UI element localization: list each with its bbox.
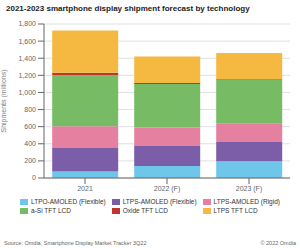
- html-text:LTPS TFT LCD: LTPS TFT LCD: [213, 207, 258, 214]
- svg-text:1,400: 1,400: [18, 55, 36, 62]
- html-text:Oxide TFT LCD: Oxide TFT LCD: [122, 207, 168, 214]
- html-text:LTPS-AMOLED (Rigid): LTPS-AMOLED (Rigid): [213, 198, 280, 205]
- svg-text:400: 400: [24, 140, 36, 147]
- svg-text:800: 800: [24, 106, 36, 113]
- svg-text:2023 (F): 2023 (F): [236, 185, 262, 193]
- html-text:LTPO-AMOLED (Flexible): LTPO-AMOLED (Flexible): [31, 198, 106, 205]
- svg-text:1,000: 1,000: [18, 89, 36, 96]
- svg-text:Shipments (millions): Shipments (millions): [8, 69, 9, 132]
- html-text:Source: Omdia, Smartphone Disp: Source: Omdia, Smartphone Display Market…: [4, 240, 147, 246]
- svg-text:200: 200: [24, 157, 36, 164]
- svg-text:2022 (F): 2022 (F): [154, 185, 180, 193]
- svg-text:1,600: 1,600: [18, 38, 36, 45]
- html-text:LTPS-AMOLED (Flexible): LTPS-AMOLED (Flexible): [122, 198, 197, 205]
- svg-text:1,200: 1,200: [18, 72, 36, 79]
- svg-text:1,800: 1,800: [18, 20, 36, 27]
- html-text:2021-2023 smartphone display s: 2021-2023 smartphone display shipment fo…: [6, 4, 250, 13]
- svg-text:0: 0: [32, 174, 36, 181]
- html-text:a-Si TFT LCD: a-Si TFT LCD: [31, 207, 71, 214]
- svg-text:2021: 2021: [77, 185, 93, 192]
- svg-text:600: 600: [24, 123, 36, 130]
- html-text:© 2022 Omdia: © 2022 Omdia: [260, 240, 296, 246]
